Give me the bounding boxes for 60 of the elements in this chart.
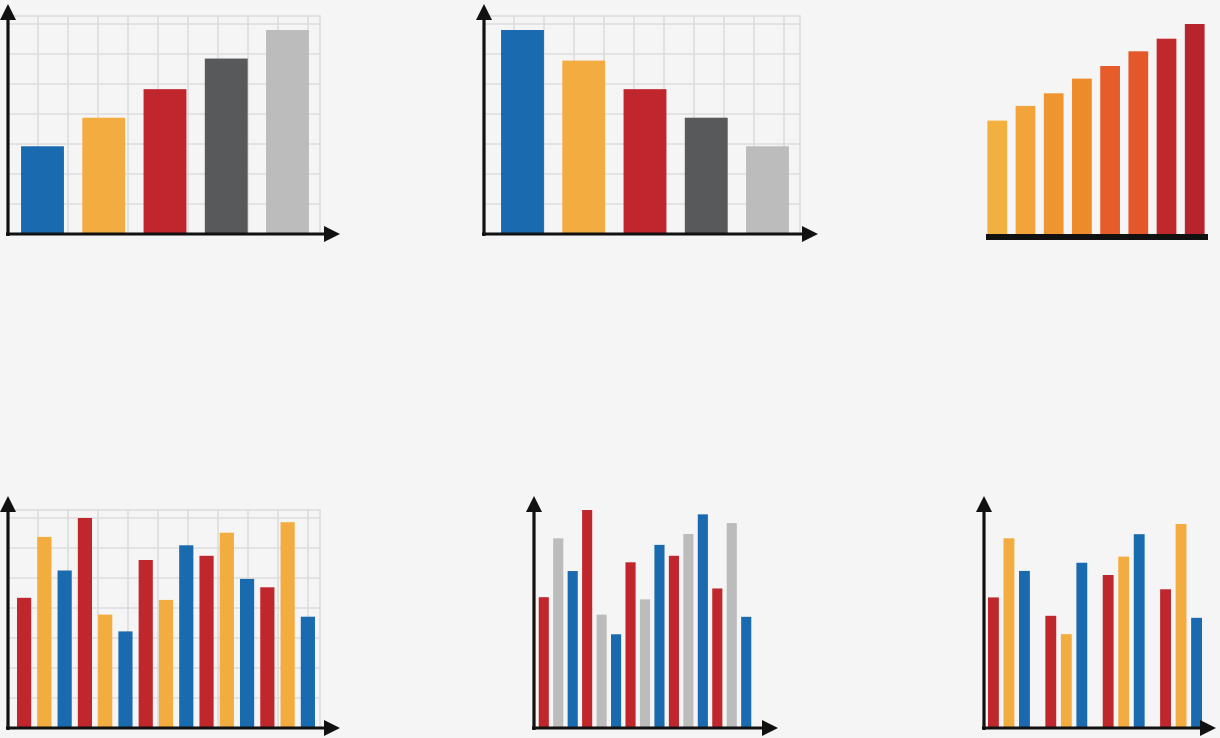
bar (1102, 575, 1114, 728)
bar (639, 599, 651, 728)
bar (1003, 538, 1015, 728)
bar (1156, 38, 1177, 234)
bar (623, 89, 667, 234)
bar (1076, 562, 1088, 728)
bar (1175, 524, 1187, 728)
bar (625, 562, 636, 728)
bar (1019, 570, 1030, 728)
bar (77, 518, 93, 728)
bar (712, 588, 723, 728)
bar (57, 570, 72, 728)
bar (562, 60, 606, 234)
bar (746, 146, 789, 234)
bar (1133, 534, 1145, 728)
bar (988, 597, 999, 728)
bar (118, 631, 133, 728)
bar (280, 522, 295, 728)
bar (582, 510, 593, 728)
bar (179, 545, 194, 728)
bar (654, 544, 665, 728)
bar (260, 587, 275, 728)
bar (741, 616, 752, 728)
bar (611, 634, 622, 728)
bar (1100, 66, 1120, 234)
bar (987, 120, 1008, 234)
bar (219, 532, 234, 728)
bar (143, 89, 187, 234)
bar (1128, 51, 1149, 234)
bar (1072, 78, 1092, 234)
bar (300, 616, 315, 728)
bar (538, 597, 549, 728)
bar (1191, 617, 1202, 728)
bar (1060, 634, 1072, 728)
bar (138, 560, 153, 728)
bar (1118, 556, 1130, 728)
bar (1015, 105, 1036, 234)
bar (266, 30, 309, 234)
bar (553, 538, 564, 728)
bar (82, 117, 126, 234)
bar (1045, 615, 1057, 728)
bar (684, 117, 728, 234)
bar (17, 597, 32, 728)
bar (21, 146, 64, 234)
bar (37, 536, 52, 728)
bar (204, 58, 248, 234)
bar (596, 614, 607, 728)
bar (1160, 589, 1171, 728)
bar (683, 533, 694, 728)
bar (668, 555, 679, 728)
bar (567, 571, 578, 728)
bar (239, 578, 255, 728)
bar (98, 614, 113, 728)
bar (726, 523, 737, 728)
bar (199, 555, 214, 728)
bar (1184, 24, 1205, 234)
bar (158, 599, 174, 728)
bar (697, 514, 708, 728)
bar (501, 30, 544, 234)
bar (1043, 93, 1064, 234)
